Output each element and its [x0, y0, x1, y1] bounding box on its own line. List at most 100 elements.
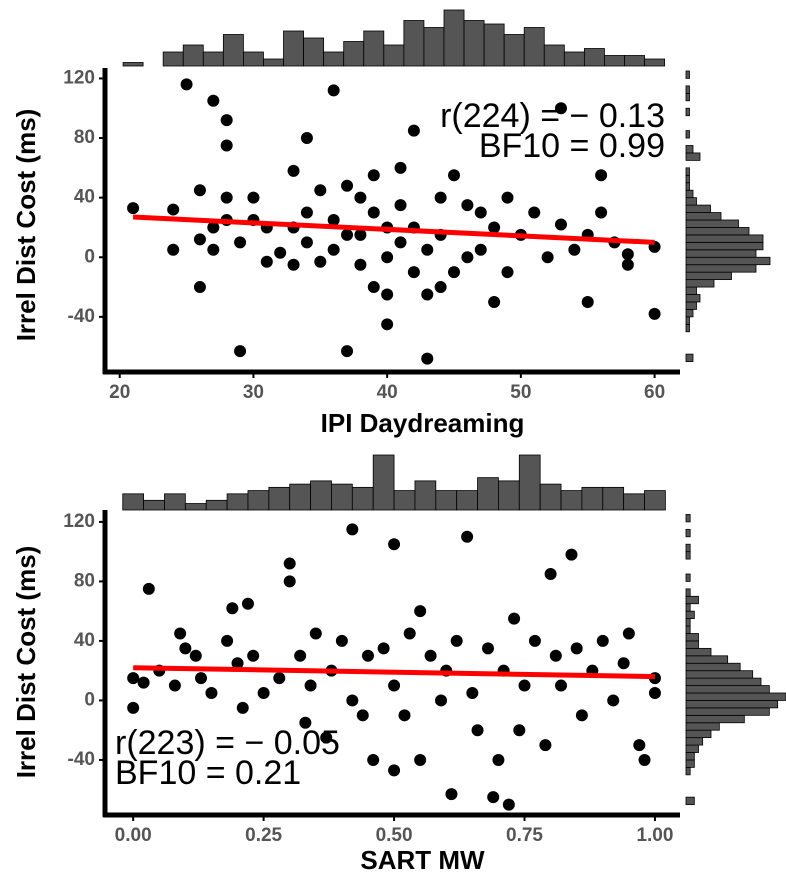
right-hist-bar — [685, 670, 754, 679]
point — [367, 206, 380, 219]
top-hist-bar — [414, 480, 437, 511]
right-hist-bar — [685, 279, 715, 288]
annotation-bf: BF10 = 0.21 — [115, 754, 301, 792]
point — [314, 255, 327, 268]
point — [424, 649, 437, 662]
point — [346, 694, 359, 707]
point — [381, 318, 394, 331]
top-hist-bar — [523, 27, 545, 67]
point — [367, 281, 380, 294]
point — [394, 236, 407, 249]
y-tick-label: -40 — [68, 749, 95, 770]
point — [236, 701, 249, 714]
top-hist-bar — [563, 51, 585, 67]
point — [508, 612, 521, 625]
point — [621, 258, 634, 271]
right-hist-bar — [685, 189, 694, 199]
point — [565, 548, 578, 561]
point — [195, 672, 208, 685]
point — [180, 78, 193, 91]
point — [137, 676, 150, 689]
top-hist-bar — [543, 44, 565, 67]
point — [487, 791, 500, 804]
point — [403, 627, 416, 640]
top-hist-bar — [205, 499, 228, 511]
point — [471, 724, 484, 737]
right-hist-bar — [685, 714, 745, 724]
point — [607, 694, 620, 707]
point — [461, 530, 474, 543]
annotation-r: r(224) = − 0.13 — [440, 97, 665, 135]
y-tick-label: -40 — [68, 306, 95, 327]
x-tick-label: 0.00 — [115, 825, 152, 846]
top-hist-bar — [393, 490, 416, 511]
y-tick-label: 80 — [74, 127, 95, 148]
x-tick-label: 0.25 — [245, 825, 282, 846]
x-tick-label: 20 — [109, 382, 130, 403]
top-hist-bar — [604, 55, 625, 67]
point — [595, 206, 608, 219]
point — [502, 798, 515, 811]
right-hist-bar — [685, 796, 695, 805]
point — [174, 627, 187, 640]
point — [168, 679, 181, 692]
point — [377, 642, 390, 655]
point — [207, 221, 220, 234]
point — [501, 191, 514, 204]
point — [189, 649, 202, 662]
point — [474, 206, 487, 219]
right-hist-bar — [685, 647, 712, 657]
point — [193, 233, 206, 246]
point — [179, 642, 192, 655]
point — [388, 679, 401, 692]
top-hist-bar — [343, 41, 365, 67]
point — [595, 169, 608, 182]
point — [568, 243, 581, 256]
point — [501, 266, 514, 279]
point — [461, 251, 474, 264]
right-hist-bar — [685, 633, 699, 642]
top-hist-bar — [122, 493, 145, 511]
point — [127, 672, 140, 685]
top-hist-bar — [372, 454, 395, 511]
point — [287, 164, 300, 177]
top-hist-bar — [423, 27, 445, 67]
right-hist-bar — [685, 92, 690, 102]
point — [555, 679, 568, 692]
point — [528, 206, 541, 219]
point — [207, 243, 220, 256]
point — [260, 255, 273, 268]
point — [414, 605, 427, 618]
x-tick-label: 0.75 — [506, 825, 543, 846]
right-hist-bar — [685, 204, 711, 213]
y-axis-title: Irrel Dist Cost (ms) — [11, 546, 41, 779]
right-hist-bar — [685, 707, 770, 716]
point — [354, 258, 367, 271]
x-tick-label: 30 — [243, 382, 264, 403]
point — [346, 523, 359, 536]
point — [407, 124, 420, 137]
annotation-r: r(223) = − 0.05 — [115, 724, 340, 762]
right-hist-bar — [685, 301, 697, 310]
point — [407, 266, 420, 279]
top-hist-bar — [581, 486, 604, 511]
right-hist-bar — [685, 323, 690, 333]
fit-line — [132, 214, 655, 245]
point — [341, 179, 354, 192]
right-hist-bar — [685, 551, 691, 560]
right-hist-bar — [685, 145, 694, 154]
point — [554, 218, 567, 231]
point — [596, 634, 609, 647]
point — [283, 557, 296, 570]
x-tick-label: 40 — [377, 382, 398, 403]
x-axis-title: IPI Daydreaming — [321, 408, 525, 438]
right-hist-bar — [685, 677, 762, 686]
right-hist-bar — [685, 610, 695, 620]
point — [648, 307, 661, 320]
point — [388, 764, 401, 777]
point — [193, 184, 206, 197]
point — [381, 251, 394, 264]
point — [434, 281, 447, 294]
point — [257, 687, 270, 699]
top-hist-bar — [184, 503, 207, 511]
